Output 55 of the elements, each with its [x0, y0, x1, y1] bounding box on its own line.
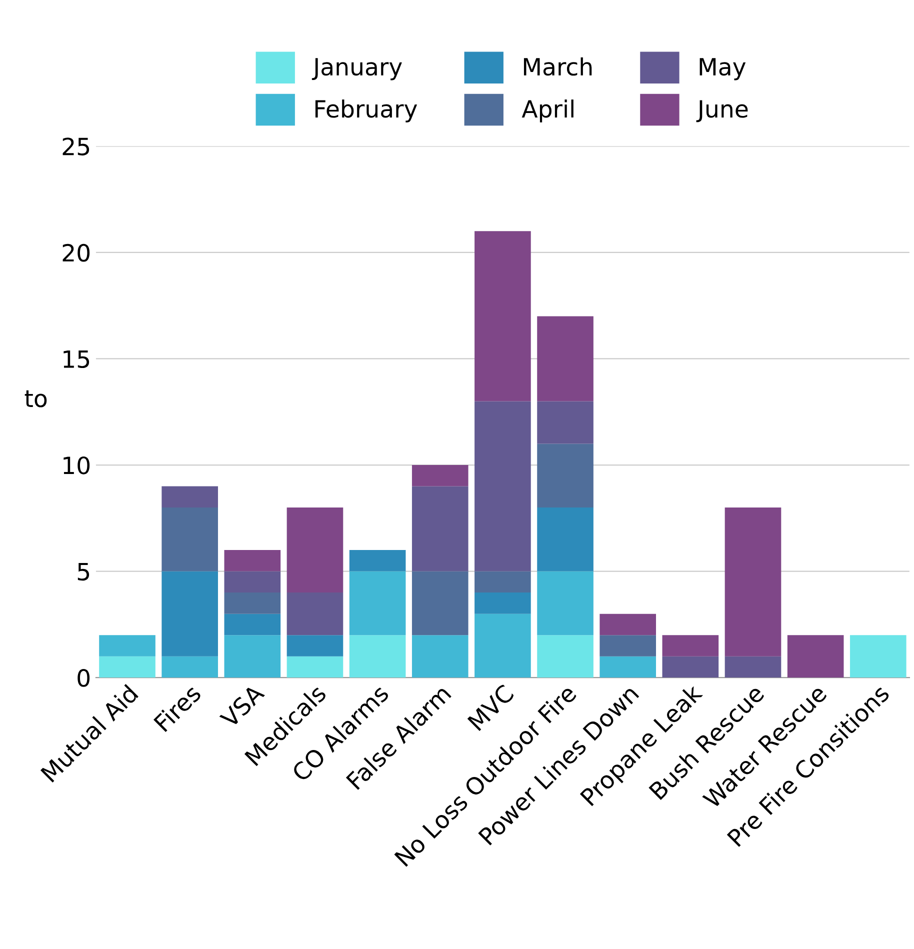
- y-tick-label: 5: [78, 563, 90, 581]
- legend-label: March: [524, 57, 592, 76]
- bar: [162, 571, 218, 656]
- bar: [412, 465, 468, 486]
- bar: [787, 635, 844, 678]
- bar: [537, 444, 594, 508]
- bar: [224, 614, 281, 636]
- bar: [600, 614, 656, 636]
- legend-label: June: [696, 100, 748, 122]
- bar: [537, 316, 594, 402]
- bar: [412, 635, 468, 678]
- y-tick-label: 25: [62, 138, 90, 156]
- bar: [286, 508, 344, 593]
- bar: [600, 635, 656, 656]
- bar: [286, 656, 344, 678]
- bar: [537, 508, 594, 572]
- bar: [224, 592, 281, 614]
- y-axis-title: to: [24, 390, 47, 408]
- bar: [349, 571, 406, 636]
- bar: [662, 635, 719, 656]
- legend-label: April: [522, 100, 574, 122]
- legend-label: May: [700, 58, 746, 80]
- bar: [474, 614, 531, 678]
- bar: [412, 486, 468, 572]
- bar: [850, 635, 906, 678]
- bar: [537, 401, 594, 444]
- bar: [224, 635, 281, 678]
- bar: [474, 592, 531, 614]
- bar: [474, 401, 531, 572]
- y-tick-label: 10: [64, 456, 90, 474]
- bar: [99, 635, 156, 656]
- bar: [224, 550, 281, 572]
- bar: [162, 486, 218, 508]
- legend-label: January: [312, 58, 402, 80]
- y-tick-label: 0: [78, 669, 90, 687]
- y-tick-label: 20: [62, 244, 90, 262]
- bar: [412, 571, 468, 636]
- bar: [600, 656, 656, 678]
- bar: [724, 656, 782, 678]
- bar: [537, 571, 594, 636]
- bar: [162, 508, 218, 572]
- bar: [474, 571, 531, 593]
- bar: [349, 635, 406, 678]
- bar: [724, 508, 782, 656]
- bar: [162, 656, 218, 678]
- bar: [662, 656, 719, 678]
- bar: [474, 231, 531, 402]
- legend-label: February: [315, 100, 418, 122]
- bar: [537, 635, 594, 678]
- bar: [349, 550, 406, 572]
- bar: [99, 656, 156, 678]
- bar: [224, 571, 281, 593]
- y-tick-label: 15: [64, 350, 90, 368]
- bar: [286, 635, 344, 656]
- bar: [286, 592, 344, 636]
